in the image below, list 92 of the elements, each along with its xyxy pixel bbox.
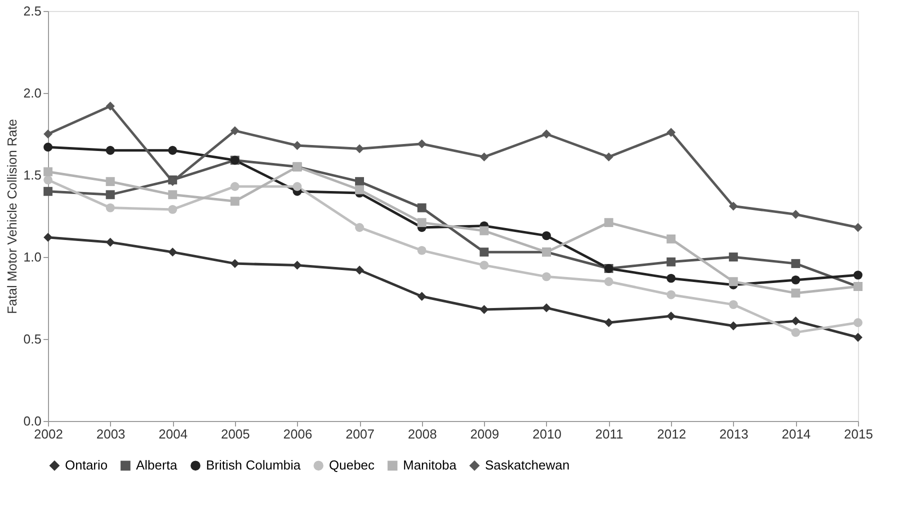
y-tick-label: 0.0 xyxy=(23,414,42,428)
point xyxy=(230,196,240,206)
point xyxy=(728,300,738,310)
point xyxy=(44,232,52,242)
point xyxy=(728,202,738,211)
point xyxy=(106,190,115,200)
point xyxy=(791,259,800,268)
point xyxy=(604,318,614,328)
x-tick-label: 2008 xyxy=(408,426,437,442)
point xyxy=(542,231,551,240)
point xyxy=(355,223,364,232)
point xyxy=(666,128,676,137)
x-tick-label: 2010 xyxy=(532,426,562,442)
x-tick-label: 2014 xyxy=(782,426,811,442)
point xyxy=(854,270,862,280)
legend-label: Saskatchewan xyxy=(485,458,570,473)
x-tick-label: 2004 xyxy=(158,426,188,442)
point xyxy=(666,274,676,283)
point xyxy=(791,288,800,298)
legend-label: British Columbia xyxy=(206,458,302,473)
point xyxy=(604,277,614,286)
x-tick-label: 2003 xyxy=(96,426,126,442)
point xyxy=(854,223,862,232)
point xyxy=(44,142,52,152)
x-tick-label: 2015 xyxy=(844,426,873,442)
y-tick-label: 2.0 xyxy=(23,86,42,100)
x-tick-label: 2012 xyxy=(657,426,686,442)
point xyxy=(106,177,115,186)
point xyxy=(168,190,178,200)
point xyxy=(106,146,115,155)
x-tick-label: 2005 xyxy=(220,426,250,442)
legend-label: Manitoba xyxy=(403,458,458,473)
point xyxy=(292,260,302,270)
point xyxy=(417,218,426,228)
legend-label: Ontario xyxy=(65,458,108,473)
point xyxy=(791,275,800,284)
x-tick-label: 2009 xyxy=(470,426,500,442)
point xyxy=(106,203,115,212)
point xyxy=(666,234,676,244)
y-tick-label: 1.5 xyxy=(23,168,42,182)
legend-label: Alberta xyxy=(136,458,178,473)
point xyxy=(44,167,52,176)
x-tick-label: 2013 xyxy=(719,426,748,442)
point xyxy=(604,218,614,228)
x-tick-label: 2007 xyxy=(346,426,374,442)
point xyxy=(666,312,676,321)
point xyxy=(44,130,52,138)
x-tick-label: 2006 xyxy=(283,426,312,442)
point xyxy=(791,316,800,326)
point xyxy=(791,328,800,337)
legend-label: Quebec xyxy=(329,458,376,473)
point xyxy=(542,130,551,138)
point xyxy=(230,126,240,136)
point xyxy=(168,146,178,155)
point xyxy=(854,318,862,328)
point xyxy=(168,248,178,257)
point xyxy=(666,257,676,266)
point xyxy=(480,152,489,162)
point xyxy=(355,144,364,154)
point xyxy=(106,238,115,247)
point xyxy=(480,226,489,236)
point xyxy=(480,260,489,270)
point xyxy=(106,102,115,111)
point xyxy=(604,152,614,162)
point xyxy=(417,246,426,255)
point xyxy=(355,185,364,194)
point xyxy=(791,210,800,219)
point xyxy=(666,290,676,300)
y-tick-label: 1.0 xyxy=(23,250,42,264)
point xyxy=(728,252,738,262)
point xyxy=(230,259,240,268)
y-axis-title: Fatal Motor Vehicle Collision Rate xyxy=(4,118,20,314)
x-tick-label: 2011 xyxy=(595,426,624,442)
point xyxy=(44,186,52,196)
point xyxy=(417,203,426,212)
point xyxy=(355,266,364,275)
point xyxy=(542,272,551,282)
point xyxy=(728,321,738,330)
point xyxy=(417,292,426,301)
point xyxy=(417,139,426,148)
point xyxy=(44,175,52,184)
point xyxy=(292,182,302,191)
y-tick-label: 2.5 xyxy=(23,4,42,18)
point xyxy=(230,182,240,191)
y-tick-label: 0.5 xyxy=(23,332,42,346)
point xyxy=(854,332,862,342)
point xyxy=(355,177,364,186)
point xyxy=(292,141,302,150)
point xyxy=(480,248,489,257)
point xyxy=(168,204,178,214)
x-tick-label: 2002 xyxy=(34,426,63,442)
point xyxy=(728,277,738,286)
